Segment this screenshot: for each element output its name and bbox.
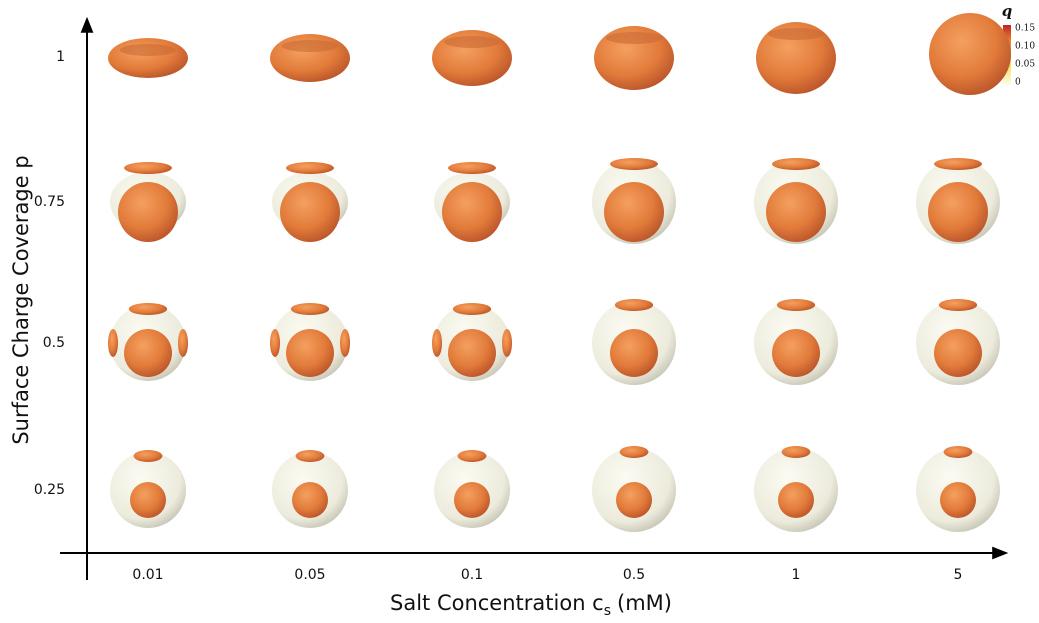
charge-patch — [616, 482, 652, 518]
top-patch — [615, 299, 653, 311]
x-tick-label: 1 — [792, 567, 801, 583]
y-tick-label: 0.25 — [34, 482, 65, 498]
charge-patch — [130, 482, 166, 518]
top-patch — [944, 446, 973, 458]
top-patch — [777, 299, 815, 311]
top-patch — [291, 303, 329, 315]
charge-patch — [928, 182, 988, 242]
top-patch — [610, 158, 658, 170]
charge-patch — [442, 182, 502, 242]
colorbar-tick: 0.10 — [1015, 42, 1035, 52]
colorbar-tick: 0 — [1015, 78, 1021, 88]
shape-grid — [108, 13, 1011, 532]
charge-patch — [604, 182, 664, 242]
charge-patch — [448, 329, 496, 377]
top-patch — [939, 299, 977, 311]
top-patch — [286, 162, 334, 174]
y-tick-label: 1 — [56, 49, 65, 65]
x-tick-label: 0.1 — [461, 567, 483, 583]
y-axis-title: Surface Charge Coverage p — [9, 155, 33, 444]
charge-patch — [934, 329, 982, 377]
particle — [929, 13, 1011, 95]
charge-patch — [940, 482, 976, 518]
colorbar-tick: 0.15 — [1015, 24, 1035, 34]
charge-patch — [454, 482, 490, 518]
dimple — [444, 36, 500, 48]
side-patch — [502, 329, 512, 357]
top-patch — [124, 162, 172, 174]
dimple — [282, 40, 338, 52]
side-patch — [108, 329, 118, 357]
top-patch — [134, 450, 163, 462]
side-patch — [270, 329, 280, 357]
dimple — [120, 44, 176, 56]
y-tick-label: 0.5 — [43, 335, 65, 351]
top-patch — [772, 158, 820, 170]
charge-patch — [772, 329, 820, 377]
top-patch — [129, 303, 167, 315]
top-patch — [620, 446, 649, 458]
charge-patch — [118, 182, 178, 242]
colorbar-label: q — [1002, 2, 1013, 20]
top-patch — [458, 450, 487, 462]
dimple — [606, 32, 662, 44]
charge-patch — [124, 329, 172, 377]
charge-patch — [778, 482, 814, 518]
dimple — [768, 28, 824, 40]
top-patch — [448, 162, 496, 174]
x-axis-title: Salt Concentration cs(mM) — [390, 591, 672, 619]
y-tick-label: 0.75 — [34, 194, 65, 210]
colorbar-tick: 0.05 — [1015, 60, 1035, 70]
top-patch — [782, 446, 811, 458]
side-patch — [340, 329, 350, 357]
x-tick-label: 0.5 — [623, 567, 645, 583]
charge-patch — [610, 329, 658, 377]
charge-patch — [286, 329, 334, 377]
top-patch — [934, 158, 982, 170]
x-tick-label: 0.05 — [294, 567, 325, 583]
x-tick-label: 0.01 — [132, 567, 163, 583]
side-patch — [178, 329, 188, 357]
charge-patch — [766, 182, 826, 242]
side-patch — [432, 329, 442, 357]
x-tick-label: 5 — [954, 567, 963, 583]
figure: Salt Concentration cs(mM) Surface Charge… — [0, 0, 1039, 619]
charge-patch — [280, 182, 340, 242]
charge-patch — [292, 482, 328, 518]
top-patch — [453, 303, 491, 315]
top-patch — [296, 450, 325, 462]
